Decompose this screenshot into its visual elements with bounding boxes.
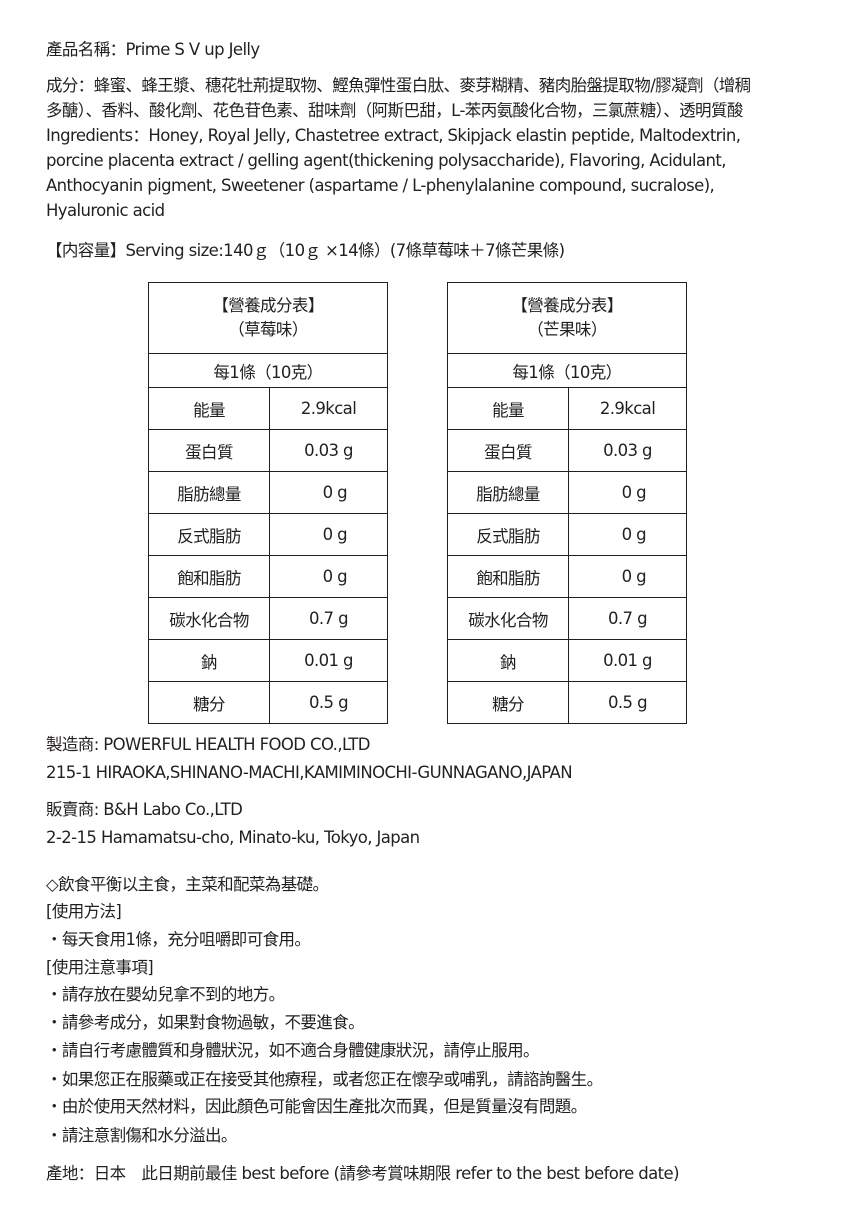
- note-line: ・每天食用1條，充分咀嚼即可食用。: [46, 930, 311, 949]
- nutrient-name: 糖分: [148, 681, 270, 724]
- table-row: 飽和脂肪 0 g: [148, 555, 388, 598]
- ingredients-en-line: Hyaluronic acid: [46, 201, 165, 220]
- nutrient-value: 0.5 g: [568, 681, 687, 724]
- note-line: ・請存放在嬰幼兒拿不到的地方。: [46, 985, 285, 1004]
- nutrient-name: 反式脂肪: [148, 513, 270, 556]
- note-line: [使用方法]: [46, 902, 122, 921]
- nutrient-value: 0 g: [269, 471, 388, 514]
- manufacturer-address: 215-1 HIRAOKA,SHINANO-MACHI,KAMIMINOCHI-…: [46, 763, 573, 782]
- table-row: 糖分 0.5 g: [148, 681, 388, 724]
- table-row: 糖分 0.5 g: [447, 681, 687, 724]
- note-line: ・由於使用天然材料，因此顏色可能會因生產批次而異，但是質量沒有問題。: [46, 1097, 587, 1116]
- ingredients-en-line: Anthocyanin pigment, Sweetener (aspartam…: [46, 176, 715, 195]
- table-title: 【營養成分表】 （草莓味）: [148, 282, 388, 354]
- nutrient-name: 能量: [447, 387, 569, 430]
- table-row: 飽和脂肪 0 g: [447, 555, 687, 598]
- nutrient-value: 0.7 g: [568, 597, 687, 640]
- nutrient-name: 脂肪總量: [447, 471, 569, 514]
- nutrient-value: 0.03 g: [568, 429, 687, 472]
- note-line: ・請注意割傷和水分溢出。: [46, 1126, 237, 1145]
- ingredients-en-line: Ingredients：Honey, Royal Jelly, Chastetr…: [46, 126, 741, 145]
- nutrient-name: 脂肪總量: [148, 471, 270, 514]
- table-row: 脂肪總量 0 g: [447, 471, 687, 514]
- manufacturer: 製造商: POWERFUL HEALTH FOOD CO.,LTD: [46, 735, 370, 754]
- note-line: ・請參考成分，如果對食物過敏，不要進食。: [46, 1013, 365, 1032]
- nutrient-value: 0 g: [269, 555, 388, 598]
- seller: 販賣商: B&H Labo Co.,LTD: [46, 800, 243, 819]
- nutrition-table-strawberry: 【營養成分表】 （草莓味） 每1條（10克） 能量 2.9kcal 蛋白質 0.03 g 脂肪…: [148, 282, 388, 724]
- nutrient-name: 反式脂肪: [447, 513, 569, 556]
- nutrient-name: 碳水化合物: [148, 597, 270, 640]
- ingredients-zh-line: 成分：蜂蜜、蜂王漿、穗花牡荊提取物、鰹魚彈性蛋白肽、麥芽糊精、豬肉胎盤提取物/膠…: [46, 76, 751, 95]
- table-row: 鈉 0.01 g: [447, 639, 687, 682]
- nutrient-name: 糖分: [447, 681, 569, 724]
- table-serving: 每1條（10克）: [148, 353, 388, 388]
- seller-address: 2-2-15 Hamamatsu-cho, Minato-ku, Tokyo, …: [46, 828, 420, 847]
- nutrient-name: 蛋白質: [447, 429, 569, 472]
- table-row: 反式脂肪 0 g: [148, 513, 388, 556]
- table-row: 能量 2.9kcal: [447, 387, 687, 430]
- nutrient-name: 鈉: [148, 639, 270, 682]
- note-line: [使用注意事項]: [46, 958, 154, 977]
- nutrition-table-mango: 【營養成分表】 （芒果味） 每1條（10克） 能量 2.9kcal 蛋白質 0.03 g 脂肪…: [447, 282, 687, 724]
- nutrient-name: 飽和脂肪: [148, 555, 270, 598]
- nutrient-name: 蛋白質: [148, 429, 270, 472]
- nutrient-value: 2.9kcal: [269, 387, 388, 430]
- table-row: 碳水化合物 0.7 g: [148, 597, 388, 640]
- ingredients-zh-line: 多醣）、香料、酸化劑、花色苷色素、甜味劑（阿斯巴甜，L-苯丙氨酸化合物，三氯蔗糖…: [46, 101, 743, 120]
- origin-best-before: 產地：日本 此日期前最佳 best before (請參考賞味期限 refer …: [46, 1164, 680, 1183]
- table-row: 反式脂肪 0 g: [447, 513, 687, 556]
- table-title: 【營養成分表】 （芒果味）: [447, 282, 687, 354]
- nutrient-value: 0.01 g: [568, 639, 687, 682]
- table-row: 脂肪總量 0 g: [148, 471, 388, 514]
- nutrient-value: 0 g: [269, 513, 388, 556]
- nutrient-value: 0.7 g: [269, 597, 388, 640]
- nutrient-value: 0.03 g: [269, 429, 388, 472]
- nutrient-value: 2.9kcal: [568, 387, 687, 430]
- nutrient-value: 0 g: [568, 555, 687, 598]
- table-row: 能量 2.9kcal: [148, 387, 388, 430]
- note-line: ・請自行考慮體質和身體狀況，如不適合身體健康狀況，請停止服用。: [46, 1041, 540, 1060]
- nutrient-name: 碳水化合物: [447, 597, 569, 640]
- note-line: ◇飲食平衡以主食，主菜和配菜為基礎。: [46, 875, 329, 894]
- table-row: 蛋白質 0.03 g: [148, 429, 388, 472]
- product-name: 產品名稱：Prime S V up Jelly: [46, 40, 260, 59]
- table-row: 蛋白質 0.03 g: [447, 429, 687, 472]
- table-row: 碳水化合物 0.7 g: [447, 597, 687, 640]
- nutrient-name: 飽和脂肪: [447, 555, 569, 598]
- serving-size: 【内容量】Serving size:140ｇ（10ｇ ×14條）(7條草莓味＋7…: [46, 241, 565, 260]
- nutrient-value: 0.01 g: [269, 639, 388, 682]
- note-line: ・如果您正在服藥或正在接受其他療程，或者您正在懷孕或哺乳，請諮詢醫生。: [46, 1070, 603, 1089]
- table-row: 鈉 0.01 g: [148, 639, 388, 682]
- ingredients-en-line: porcine placenta extract / gelling agent…: [46, 151, 726, 170]
- table-serving: 每1條（10克）: [447, 353, 687, 388]
- nutrient-value: 0 g: [568, 513, 687, 556]
- nutrient-value: 0 g: [568, 471, 687, 514]
- nutrient-value: 0.5 g: [269, 681, 388, 724]
- nutrient-name: 能量: [148, 387, 270, 430]
- nutrient-name: 鈉: [447, 639, 569, 682]
